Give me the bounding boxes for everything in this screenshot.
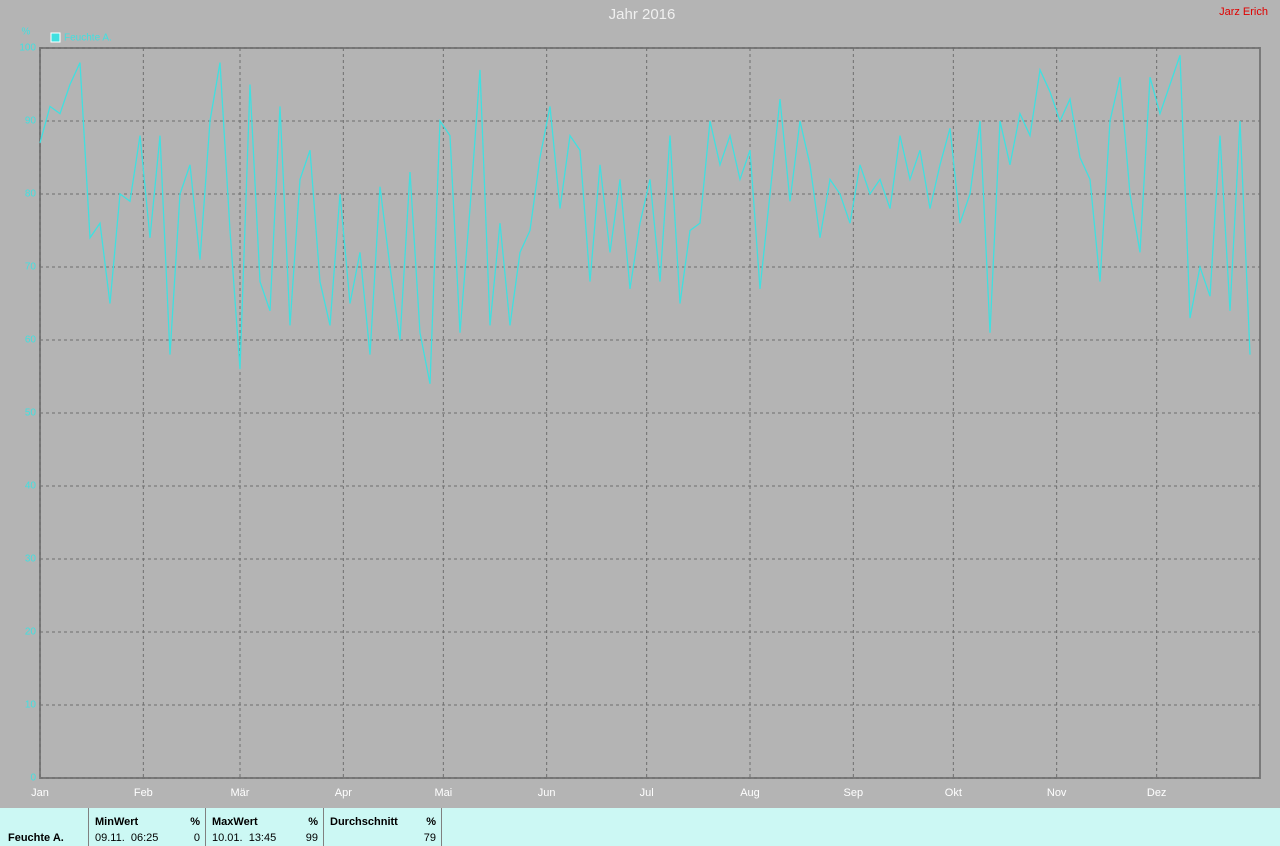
legend-swatch bbox=[50, 32, 61, 43]
y-tick-label: 40 bbox=[25, 481, 37, 492]
stats-value: 0 bbox=[193, 832, 200, 844]
stats-label: Feuchte A. bbox=[8, 832, 64, 844]
y-tick-label: 60 bbox=[25, 335, 37, 346]
x-tick-label: Dez bbox=[1147, 787, 1167, 799]
stats-value: 99 bbox=[305, 832, 318, 844]
chart-title: Jahr 2016 bbox=[609, 6, 676, 23]
stats-time: 10.01. 13:45 bbox=[212, 832, 277, 844]
stats-header: MinWert bbox=[95, 816, 139, 828]
stats-unit: % bbox=[308, 816, 318, 828]
author: Jarz Erich bbox=[1219, 6, 1268, 18]
y-tick-label: 70 bbox=[25, 262, 37, 273]
y-tick-label: 20 bbox=[25, 627, 37, 638]
stats-column: MinWert% 09.11. 06:25 0 bbox=[88, 808, 206, 846]
data-line bbox=[39, 55, 1251, 384]
x-tick-label: Sep bbox=[844, 787, 864, 799]
x-tick-label: Mai bbox=[434, 787, 452, 799]
x-tick-label: Apr bbox=[335, 787, 352, 799]
stats-unit: % bbox=[426, 816, 436, 828]
y-unit: % bbox=[22, 27, 31, 38]
x-tick-label: Jan bbox=[31, 787, 49, 799]
stats-unit: % bbox=[190, 816, 200, 828]
chart: Jahr 2016 Jarz Erich % Feuchte A. 0 10 20 3… bbox=[19, 6, 1268, 799]
x-tick-label: Okt bbox=[945, 787, 962, 799]
stats-value: 79 bbox=[423, 832, 436, 844]
x-tick-label: Feb bbox=[134, 787, 153, 799]
x-tick-label: Mär bbox=[231, 787, 250, 799]
x-tick-label: Jul bbox=[640, 787, 654, 799]
stats-column: Durchschnitt% 79 bbox=[323, 808, 442, 846]
x-tick-label: Nov bbox=[1047, 787, 1067, 799]
stats-header: MaxWert bbox=[212, 816, 258, 828]
y-tick-label: 50 bbox=[25, 408, 37, 419]
stats-time: 09.11. 06:25 bbox=[95, 832, 159, 844]
y-tick-label: 100 bbox=[19, 43, 36, 54]
x-tick-label: Aug bbox=[740, 787, 760, 799]
x-tick-label: Jun bbox=[538, 787, 556, 799]
y-tick-label: 80 bbox=[25, 189, 37, 200]
y-tick-label: 90 bbox=[25, 116, 37, 127]
y-tick-label: 0 bbox=[30, 773, 36, 784]
stats-column: MaxWert% 10.01. 13:45 99 bbox=[205, 808, 324, 846]
stats-bar: Feuchte A. MinWert% 09.11. 06:25 0 MaxWert%… bbox=[0, 808, 1280, 846]
legend-label: Feuchte A. bbox=[64, 33, 112, 44]
stats-divider bbox=[441, 808, 442, 846]
y-tick-label: 10 bbox=[25, 700, 37, 711]
stats-header: Durchschnitt bbox=[330, 816, 398, 828]
y-tick-label: 30 bbox=[25, 554, 37, 565]
